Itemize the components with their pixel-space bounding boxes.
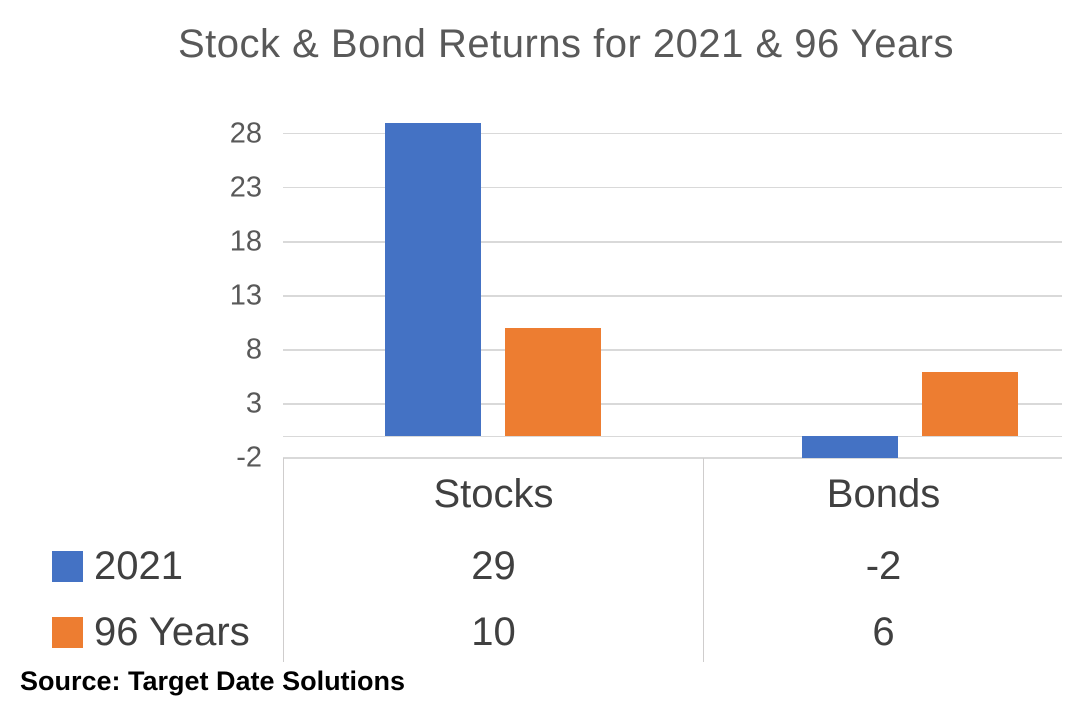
y-tick-label: 8 [245,333,262,366]
gridline [283,295,1062,297]
gridline [283,132,1062,135]
y-tick-label: 28 [229,117,262,150]
gridline [283,403,1062,405]
table-value-bonds-96-years: 6 [703,602,1063,662]
y-axis-tick-labels: 28 23 18 13 8 3 -2 [178,112,262,472]
plot-area [283,112,1062,459]
legend-label-96-years: 96 Years [94,609,250,654]
bar-bonds-2021 [802,436,899,458]
gridline [283,349,1062,351]
data-table: Stocks Bonds 2021 29 -2 96 Years 10 6 [37,458,1063,662]
y-tick-label: 13 [229,279,262,312]
gridline [283,186,1062,189]
legend-swatch-2021-icon [52,550,83,582]
bar-stocks-96-years [505,328,602,437]
gridline [283,241,1062,243]
legend-swatch-96-years-icon [52,616,83,648]
table-value-stocks-96-years: 10 [283,602,703,662]
y-tick-label: 23 [229,171,262,204]
bar-bonds-96-years [922,371,1019,437]
y-tick-label: -2 [236,441,262,474]
table-value-stocks-2021: 29 [283,530,703,602]
y-tick-label: 3 [245,387,262,420]
legend-label-2021: 2021 [94,543,183,588]
legend-item-2021: 2021 [37,530,283,602]
category-axis-line [283,435,1062,438]
chart-title: Stock & Bond Returns for 2021 & 96 Years [177,22,955,66]
bar-stocks-2021 [385,122,482,437]
y-tick-label: 18 [229,225,262,258]
gridline [283,457,1062,459]
source-caption: Source: Target Date Solutions [20,666,406,696]
table-corner-cell [37,458,283,530]
table-header-bonds: Bonds [703,458,1063,530]
table-value-bonds-2021: -2 [703,530,1063,602]
table-header-stocks: Stocks [283,458,703,530]
legend-item-96-years: 96 Years [37,602,283,662]
